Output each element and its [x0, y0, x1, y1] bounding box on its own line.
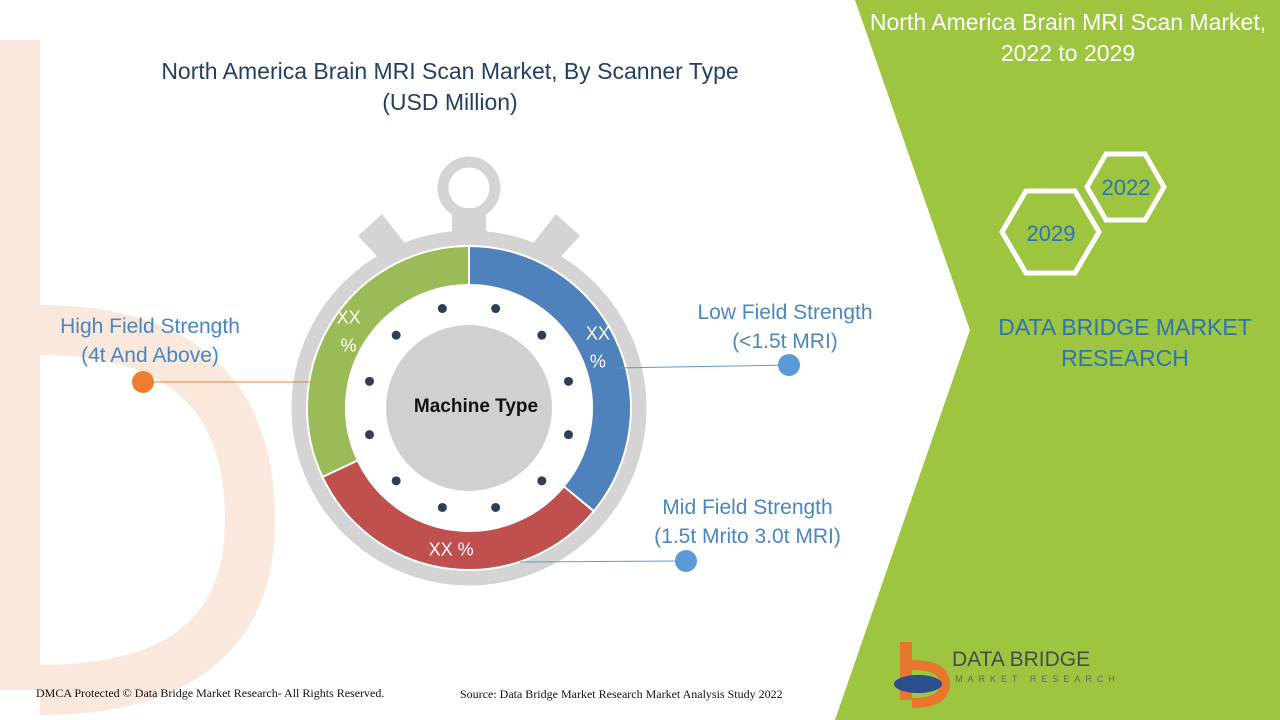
value-label-high-field: XX% — [337, 308, 361, 356]
hexagon-2022 — [1084, 151, 1167, 223]
value-label-low-field: XX% — [586, 323, 610, 371]
dial-dot — [537, 476, 547, 486]
chart-title: North America Brain MRI Scan Market, By … — [161, 58, 739, 115]
footer-source: Source: Data Bridge Market Research Mark… — [460, 687, 783, 701]
logo-mark-swoosh — [894, 675, 942, 693]
label-low-line1: Low Field Strength — [697, 301, 873, 324]
watermark-logo-icon — [0, 40, 40, 690]
dial-dot — [563, 376, 573, 386]
label-mid-field: Mid Field Strength (1.5t Mrito 3.0t MRI) — [620, 493, 875, 551]
label-high-line2: (4t And Above) — [81, 344, 219, 367]
label-high-line1: High Field Strength — [60, 315, 240, 338]
dial-dots — [365, 304, 573, 512]
center-hub — [386, 325, 552, 491]
dial-dot — [563, 430, 573, 440]
dial-dot — [437, 304, 447, 314]
footer-copyright: DMCA Protected © Data Bridge Market Rese… — [36, 686, 385, 700]
green-panel — [835, 0, 1280, 720]
label-mid-line1: Mid Field Strength — [662, 496, 833, 519]
label-high-field: High Field Strength (4t And Above) — [20, 312, 280, 370]
marker-high — [132, 371, 154, 393]
panel-title: North America Brain MRI Scan Market, 202… — [869, 9, 1267, 66]
label-low-line2: (<1.5t MRI) — [732, 330, 838, 353]
stopwatch-crown — [437, 156, 501, 220]
connector-mid — [519, 560, 687, 563]
marker-mid — [675, 550, 697, 572]
label-low-field: Low Field Strength (<1.5t MRI) — [660, 298, 910, 356]
dial-dot — [365, 430, 375, 440]
value-label-mid-field: XX % — [429, 539, 474, 559]
logo-tagline: MARKET RESEARCH — [955, 674, 1120, 684]
dial-dot — [491, 304, 501, 314]
hexagon-2029 — [999, 188, 1102, 276]
logo-name: DATA BRIDGE — [952, 648, 1091, 671]
dial-dot — [365, 376, 375, 386]
dial-dot — [391, 330, 401, 340]
center-label: Machine Type — [414, 396, 538, 417]
brand-title: DATA BRIDGE MARKET RESEARCH — [998, 314, 1252, 371]
year-2029: 2029 — [1027, 221, 1076, 246]
segment-labels: XX % XX % XX% — [337, 308, 610, 560]
marker-low — [778, 354, 800, 376]
dial-dot — [491, 502, 501, 512]
connector-low — [614, 364, 790, 369]
dial-dot — [391, 476, 401, 486]
watermark-logo-arc — [39, 305, 276, 715]
logo-mark-arc — [911, 660, 951, 708]
year-2022: 2022 — [1102, 175, 1151, 200]
dial-dot — [537, 330, 547, 340]
dial-dot — [437, 502, 447, 512]
label-mid-line2: (1.5t Mrito 3.0t MRI) — [654, 525, 841, 548]
